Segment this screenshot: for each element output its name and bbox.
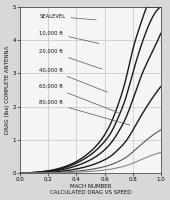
Text: 60,000 ft: 60,000 ft [39, 84, 119, 113]
Text: 40,000 ft: 40,000 ft [39, 68, 108, 92]
Text: 10,000 ft: 10,000 ft [39, 30, 99, 43]
Y-axis label: DRAG (lbs) COMPLETE ANTENNA: DRAG (lbs) COMPLETE ANTENNA [5, 46, 10, 134]
Text: 20,000 ft: 20,000 ft [39, 49, 102, 69]
Text: 80,000 ft: 80,000 ft [39, 100, 130, 125]
Text: SEALEVEL: SEALEVEL [39, 14, 96, 20]
X-axis label: MACH NUMBER
CALCULATED DRAG VS SPEED: MACH NUMBER CALCULATED DRAG VS SPEED [50, 184, 131, 195]
